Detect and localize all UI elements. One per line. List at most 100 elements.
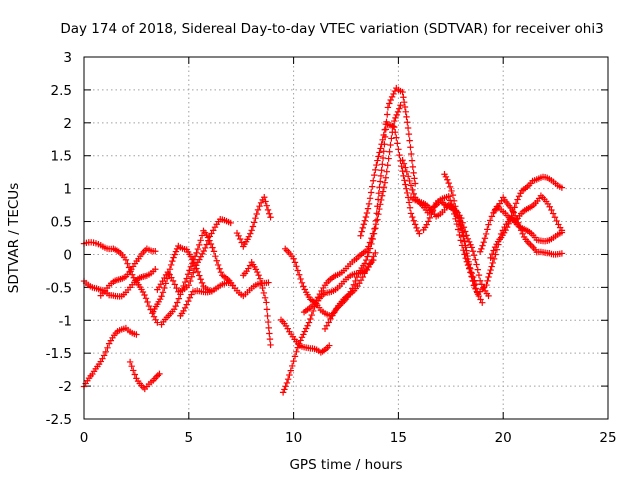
data-point: [404, 173, 412, 180]
x-tick-label: 0: [80, 430, 89, 446]
data-point: [391, 87, 399, 95]
data-point: [380, 148, 387, 155]
series-track-24: [491, 194, 566, 258]
data-point: [156, 295, 164, 303]
data-point: [238, 239, 245, 246]
data-point: [392, 128, 399, 136]
data-point: [184, 271, 192, 278]
data-point: [364, 205, 372, 212]
plot-frame: [83, 56, 609, 420]
data-point: [375, 153, 382, 160]
data-point: [456, 221, 464, 228]
data-point: [302, 325, 310, 332]
data-point: [198, 279, 206, 287]
data-point: [450, 197, 458, 205]
data-point: [454, 226, 462, 233]
data-point: [246, 262, 254, 269]
data-point: [128, 362, 135, 370]
data-point: [359, 273, 366, 281]
data-point: [194, 268, 202, 276]
data-point: [385, 155, 392, 162]
data-point: [488, 213, 496, 220]
series-track-15: [300, 102, 404, 316]
data-point: [189, 260, 196, 267]
data-point: [154, 372, 162, 379]
data-point: [519, 230, 526, 238]
data-point: [405, 130, 413, 138]
data-point: [196, 241, 203, 249]
data-point: [408, 157, 416, 164]
data-point: [304, 322, 311, 329]
data-point: [371, 171, 378, 179]
data-point: [196, 272, 203, 279]
data-point: [126, 358, 134, 366]
data-point: [406, 137, 413, 144]
data-point: [370, 177, 377, 184]
data-point: [462, 242, 469, 249]
data-point: [392, 114, 399, 122]
data-point: [442, 173, 450, 181]
data-point: [358, 228, 365, 235]
data-point: [449, 191, 457, 199]
data-point: [383, 168, 390, 175]
data-point: [409, 163, 417, 171]
data-point: [465, 258, 472, 266]
data-point: [293, 348, 300, 356]
data-point: [262, 198, 269, 205]
data-point: [199, 250, 206, 258]
data-point: [362, 213, 370, 221]
data-point: [397, 102, 404, 109]
y-tick-label: 3: [63, 50, 72, 66]
grid-lines: [84, 57, 608, 419]
data-point: [464, 235, 472, 243]
y-tick-label: 2.5: [51, 83, 72, 99]
data-point: [488, 263, 495, 270]
data-point: [254, 268, 261, 276]
data-point: [154, 319, 161, 326]
data-point: [365, 249, 372, 256]
data-point: [391, 117, 398, 125]
series-track-10: [233, 194, 274, 250]
data-point: [187, 263, 195, 270]
series-track-12: [277, 316, 333, 356]
data-point: [197, 237, 204, 244]
data-point: [248, 227, 255, 234]
data-point: [390, 90, 397, 98]
data-point: [476, 277, 484, 284]
data-point: [404, 119, 411, 126]
data-point: [379, 154, 387, 162]
data-point: [445, 193, 452, 200]
data-point: [476, 248, 484, 255]
data-point: [502, 226, 509, 234]
data-point: [374, 157, 381, 164]
data-point: [468, 273, 476, 281]
data-point: [366, 195, 374, 202]
data-point: [377, 172, 385, 180]
data-point: [352, 277, 359, 285]
series-track-5: [97, 245, 159, 299]
data-point: [485, 292, 492, 300]
data-point: [139, 288, 147, 296]
data-point: [267, 341, 274, 349]
data-point: [483, 281, 490, 289]
data-point: [99, 355, 106, 362]
data-point: [498, 197, 505, 204]
data-point: [515, 193, 523, 200]
data-point: [197, 253, 204, 260]
data-point: [309, 307, 317, 315]
data-point: [172, 302, 179, 310]
data-point: [404, 124, 412, 132]
data-point: [255, 271, 262, 279]
data-point: [407, 144, 414, 151]
data-point: [388, 93, 396, 101]
data-point: [249, 223, 257, 230]
data-point: [461, 237, 468, 245]
y-tick-label: 2: [63, 116, 72, 132]
data-point: [505, 220, 512, 227]
data-point: [402, 181, 409, 188]
data-point: [453, 220, 461, 228]
data-point: [171, 251, 178, 258]
data-point: [209, 244, 216, 251]
data-point: [104, 344, 111, 351]
series-track-9: [177, 279, 272, 319]
